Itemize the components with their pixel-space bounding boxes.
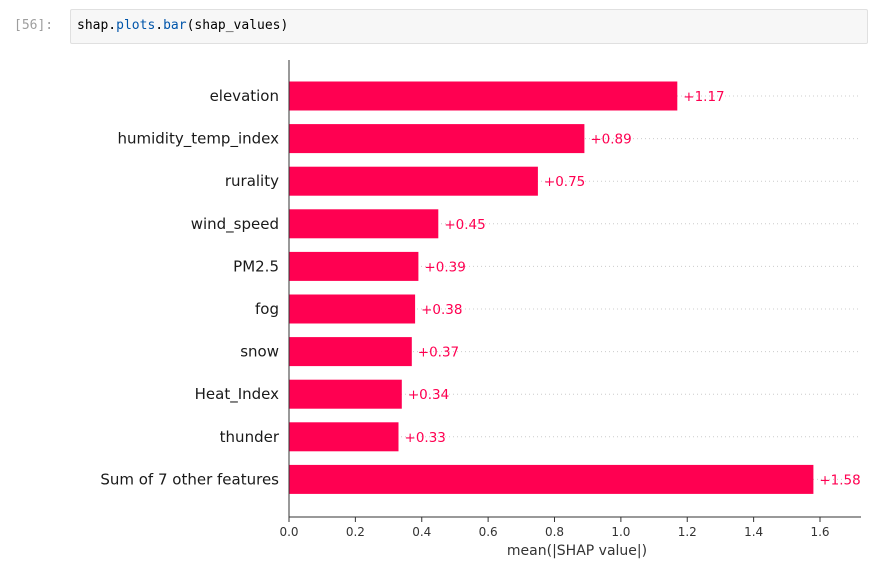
- code-dot: .: [155, 18, 164, 33]
- code-prefix: shap.: [77, 18, 117, 33]
- value-label: +0.75: [544, 174, 585, 190]
- cell-prompt: [56]:: [14, 18, 54, 33]
- value-label: +1.58: [819, 472, 860, 488]
- x-tick-label: 1.2: [678, 525, 697, 539]
- value-label: +0.38: [421, 302, 462, 318]
- feature-label: Heat_Index: [195, 385, 279, 404]
- x-tick-label: 0.4: [412, 525, 431, 539]
- feature-label: thunder: [220, 428, 280, 446]
- value-label: +1.17: [683, 89, 724, 105]
- x-tick-label: 1.6: [810, 525, 829, 539]
- feature-label: snow: [240, 343, 279, 361]
- bar: [289, 294, 416, 324]
- feature-label: PM2.5: [233, 257, 279, 275]
- value-label: +0.89: [590, 132, 631, 148]
- bar: [289, 379, 402, 409]
- bar: [289, 464, 814, 494]
- x-tick-label: 0.8: [545, 525, 564, 539]
- x-tick-label: 0.0: [279, 525, 298, 539]
- x-axis-label: mean(|SHAP value|): [507, 543, 647, 559]
- code-args: (shap_values): [186, 18, 289, 33]
- shap-bar-chart: elevation +1.17 humidity_temp_index +0.89 ru…: [100, 60, 861, 559]
- bar: [289, 209, 439, 239]
- bar: [289, 166, 538, 196]
- bar: [289, 422, 399, 452]
- code-attr: plots: [116, 18, 156, 33]
- feature-label: wind_speed: [191, 215, 279, 234]
- x-tick-label: 0.6: [479, 525, 498, 539]
- value-label: +0.45: [444, 217, 485, 233]
- value-label: +0.33: [405, 430, 446, 446]
- feature-label: rurality: [225, 172, 279, 190]
- bar: [289, 337, 412, 367]
- bar: [289, 81, 678, 111]
- x-tick-label: 0.2: [346, 525, 365, 539]
- feature-label: fog: [255, 300, 279, 318]
- code-text: shap.plots.bar(shap_values): [77, 18, 288, 33]
- bar: [289, 251, 419, 281]
- code-cell[interactable]: shap.plots.bar(shap_values): [70, 9, 868, 44]
- x-tick-label: 1.4: [744, 525, 763, 539]
- bar: [289, 124, 585, 154]
- value-label: +0.37: [418, 345, 459, 361]
- x-tick-label: 1.0: [611, 525, 630, 539]
- feature-label: Sum of 7 other features: [100, 470, 279, 488]
- feature-label: elevation: [210, 87, 279, 105]
- code-func: bar: [163, 18, 187, 33]
- value-label: +0.34: [408, 387, 449, 403]
- feature-label: humidity_temp_index: [117, 130, 279, 149]
- value-label: +0.39: [424, 259, 465, 275]
